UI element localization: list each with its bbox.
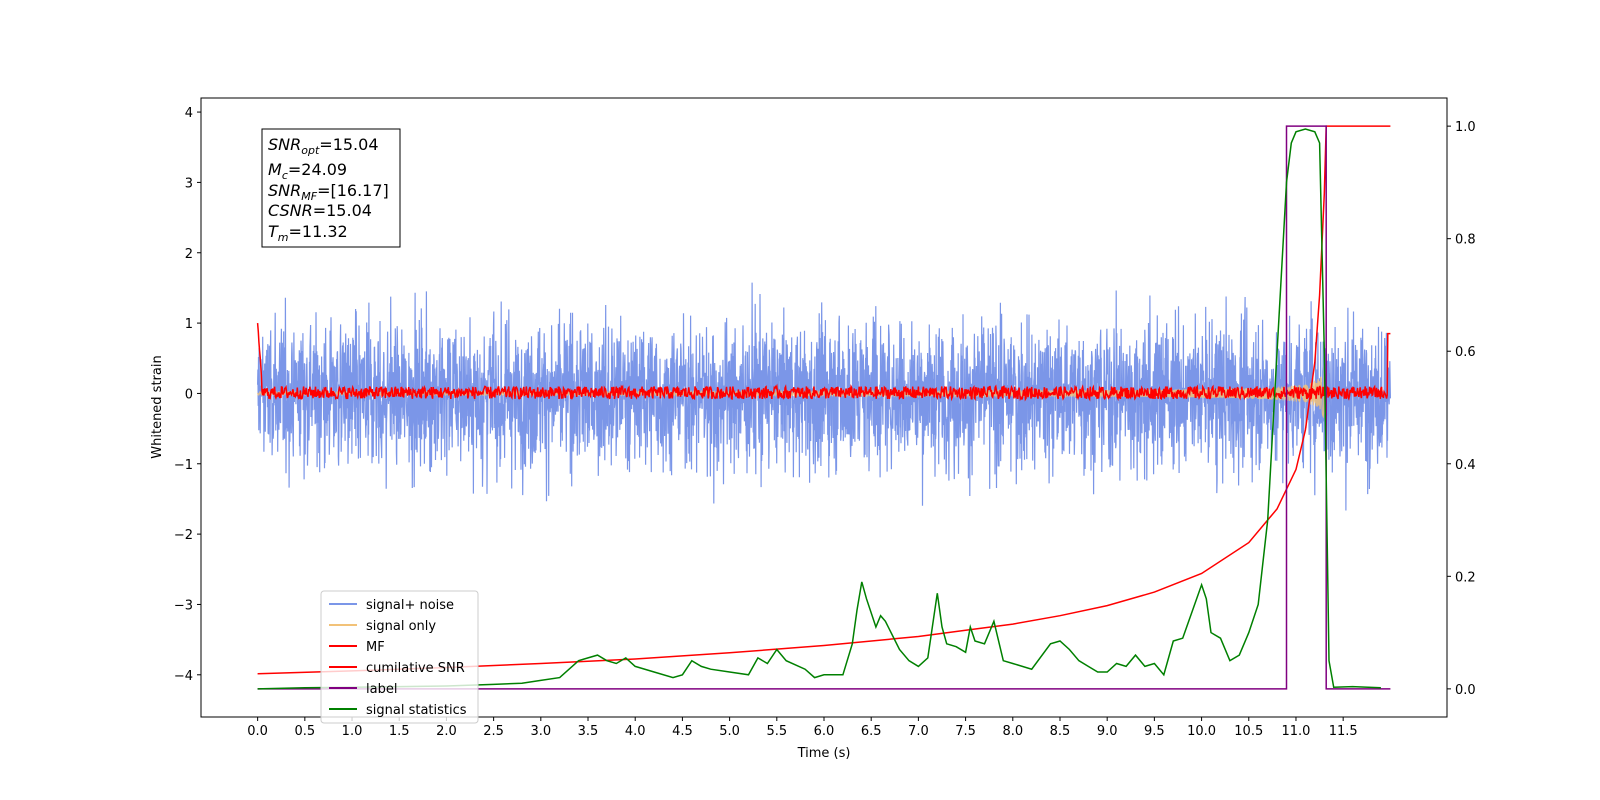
x-tick-label: 3.0 <box>530 724 551 739</box>
series-cumilative-snr <box>257 125 1391 675</box>
y2-tick-label: 1.0 <box>1455 120 1476 135</box>
y2-tick-label: 0.2 <box>1455 570 1476 585</box>
x-tick-label: 2.0 <box>436 724 457 739</box>
x-axis-title: Time (s) <box>797 746 851 761</box>
x-tick-label: 7.0 <box>908 724 929 739</box>
x-tick-label: 6.0 <box>814 724 835 739</box>
y2-tick-label: 0.4 <box>1455 458 1476 473</box>
info-snr-mf: SNRMF=[16.17] <box>268 181 389 203</box>
legend: signal+ noise signal only MF cumilative SNR… <box>320 590 479 724</box>
legend-label-cumilative-snr: cumilative SNR <box>366 661 465 676</box>
x-tick-label: 8.0 <box>1002 724 1023 739</box>
legend-label-signal-only: signal only <box>366 619 436 634</box>
legend-frame <box>320 590 479 724</box>
x-tick-label: 2.5 <box>483 724 504 739</box>
y-tick-label: −3 <box>174 598 193 613</box>
info-csnr: CSNR=15.04 <box>268 201 372 220</box>
legend-label-signal-noise: signal+ noise <box>366 598 454 613</box>
x-tick-label: 10.5 <box>1234 724 1263 739</box>
y-axis-title: Whitened strain <box>150 355 165 458</box>
x-tick-label: 1.0 <box>342 724 363 739</box>
x-tick-label: 5.0 <box>719 724 740 739</box>
x-tick-label: 7.5 <box>955 724 976 739</box>
legend-label-signal-statistics: signal statistics <box>366 703 467 718</box>
x-tick-label: 11.5 <box>1329 724 1358 739</box>
y-tick-label: 2 <box>185 247 193 262</box>
legend-label-mf: MF <box>366 640 385 655</box>
y-tick-label: −1 <box>174 458 193 473</box>
y2-tick-label: 0.6 <box>1455 345 1476 360</box>
x-tick-label: 4.0 <box>625 724 646 739</box>
info-tm: Tm=11.32 <box>268 222 348 244</box>
series-signal-statistics <box>257 128 1381 690</box>
x-tick-label: 3.5 <box>578 724 599 739</box>
x-tick-label: 11.0 <box>1281 724 1310 739</box>
x-tick-label: 1.5 <box>389 724 410 739</box>
x-tick-label: 0.0 <box>247 724 268 739</box>
y-axis-right: 1.0 0.8 0.6 0.4 0.2 0.0 <box>1447 120 1476 698</box>
x-tick-label: 8.5 <box>1050 724 1071 739</box>
series-signal-noise <box>257 282 1391 511</box>
y2-tick-label: 0.8 <box>1455 233 1476 248</box>
plot-area <box>256 125 1391 690</box>
info-box: SNRopt=15.04 Mc=24.09 SNRMF=[16.17] CSNR… <box>261 128 401 248</box>
x-tick-label: 9.0 <box>1097 724 1118 739</box>
y-tick-label: 3 <box>185 176 193 191</box>
y-tick-label: 1 <box>185 317 193 332</box>
info-snr-opt: SNRopt=15.04 <box>268 135 379 157</box>
series-mf <box>256 323 1391 402</box>
y-tick-label: 0 <box>185 387 193 402</box>
x-tick-label: 10.0 <box>1187 724 1216 739</box>
y-tick-label: 4 <box>185 106 193 121</box>
y-tick-label: −4 <box>174 669 193 684</box>
x-axis: 0.0 0.5 1.0 1.5 2.0 2.5 3.0 3.5 4.0 4.5 5.0 5.5 6.0 6… <box>247 717 1358 739</box>
x-tick-label: 0.5 <box>294 724 315 739</box>
y-axis-left: 4 3 2 1 0 −1 −2 −3 −4 <box>174 106 201 684</box>
x-tick-label: 6.5 <box>861 724 882 739</box>
x-tick-label: 5.5 <box>766 724 787 739</box>
legend-label-label: label <box>366 682 397 697</box>
y-tick-label: −2 <box>174 528 193 543</box>
x-tick-label: 4.5 <box>672 724 693 739</box>
y2-tick-label: 0.0 <box>1455 683 1476 698</box>
info-mc: Mc=24.09 <box>268 160 347 182</box>
x-tick-label: 9.5 <box>1144 724 1165 739</box>
series-label <box>257 125 1391 690</box>
